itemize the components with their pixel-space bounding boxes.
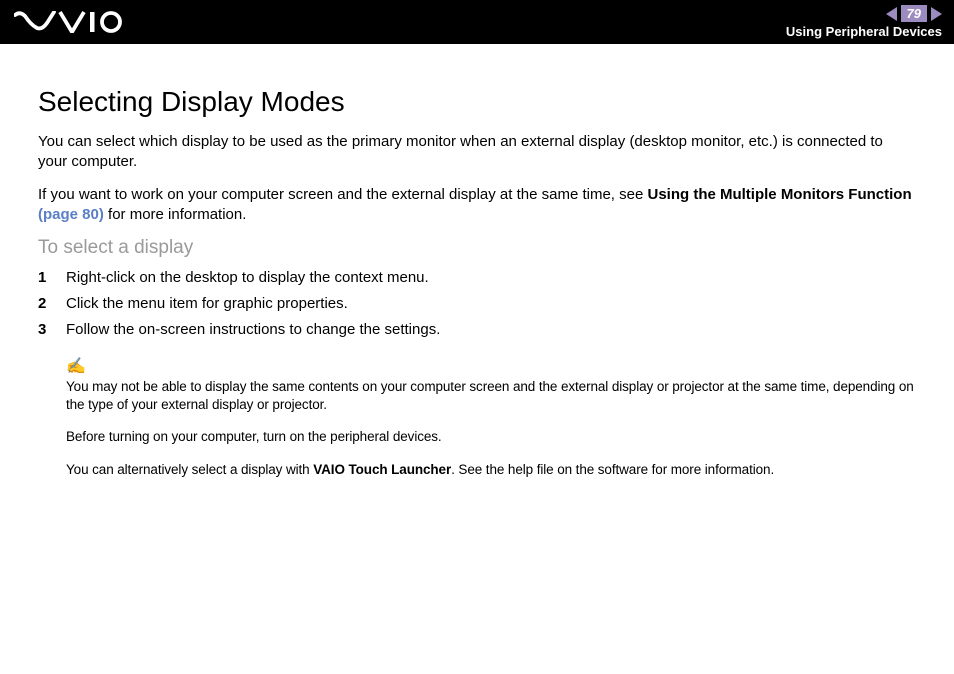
step-number: 2 xyxy=(38,295,52,312)
next-page-arrow[interactable] xyxy=(931,7,942,21)
note3-bold: VAIO Touch Launcher xyxy=(313,462,451,477)
note3-text-a: You can alternatively select a display w… xyxy=(66,462,313,477)
note-icon: ✍ xyxy=(66,356,916,376)
section-title: Using Peripheral Devices xyxy=(786,24,942,39)
step-text: Right-click on the desktop to display th… xyxy=(66,269,429,286)
step-item: 3 Follow the on-screen instructions to c… xyxy=(38,321,916,338)
page-header: 79 Using Peripheral Devices xyxy=(0,0,954,44)
steps-list: 1 Right-click on the desktop to display … xyxy=(38,269,916,338)
note-2: Before turning on your computer, turn on… xyxy=(66,428,916,446)
step-text: Follow the on-screen instructions to cha… xyxy=(66,321,440,338)
para2-text-a: If you want to work on your computer scr… xyxy=(38,186,647,203)
page-nav: 79 xyxy=(886,5,942,22)
page-number-badge: 79 xyxy=(901,5,927,22)
header-right: 79 Using Peripheral Devices xyxy=(786,5,942,39)
page-title: Selecting Display Modes xyxy=(38,86,916,118)
vaio-logo xyxy=(14,11,124,33)
para2-text-b: for more information. xyxy=(104,206,247,223)
step-item: 1 Right-click on the desktop to display … xyxy=(38,269,916,286)
step-number: 1 xyxy=(38,269,52,286)
prev-page-arrow[interactable] xyxy=(886,7,897,21)
note-3: You can alternatively select a display w… xyxy=(66,461,916,479)
notes-block: ✍ You may not be able to display the sam… xyxy=(38,356,916,479)
intro-paragraph-1: You can select which display to be used … xyxy=(38,132,916,173)
subheading: To select a display xyxy=(38,237,916,259)
note-1: You may not be able to display the same … xyxy=(66,378,916,414)
page-content: Selecting Display Modes You can select w… xyxy=(0,44,954,479)
para2-bold: Using the Multiple Monitors Function xyxy=(647,186,911,203)
page-link-80[interactable]: (page 80) xyxy=(38,206,104,223)
step-number: 3 xyxy=(38,321,52,338)
step-item: 2 Click the menu item for graphic proper… xyxy=(38,295,916,312)
note3-text-b: . See the help file on the software for … xyxy=(451,462,774,477)
intro-paragraph-2: If you want to work on your computer scr… xyxy=(38,185,916,226)
step-text: Click the menu item for graphic properti… xyxy=(66,295,348,312)
